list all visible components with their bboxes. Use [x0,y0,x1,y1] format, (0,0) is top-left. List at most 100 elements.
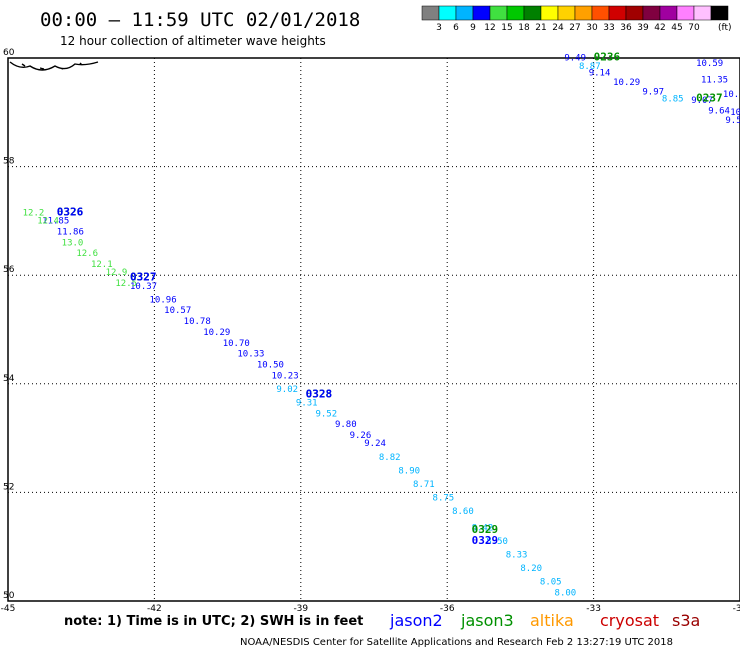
y-tick-label: 60 [3,48,15,58]
track-time-label: 0328 [306,387,333,400]
wave-height-label: 12.2 [23,208,45,218]
wave-height-label: 8.90 [398,466,420,476]
colorbar-swatch [421,5,440,21]
wave-height-label: 8.60 [452,507,474,517]
wave-height-label: 9.24 [364,439,386,449]
colorbar-swatch [557,5,576,21]
x-tick-label: -42 [147,604,162,614]
wave-height-label: 9.80 [335,420,357,430]
colorbar-swatch [591,5,610,21]
coastline [9,61,99,71]
colorbar-label: 70 [688,23,700,33]
wave-height-label: 10.50 [257,361,284,371]
wave-height-label: 8.71 [413,480,435,490]
colorbar-swatch [438,5,457,21]
track-time-label: 0327 [130,271,157,284]
legend-jason3: jason3 [460,611,514,630]
wave-height-label: 8.20 [520,564,542,574]
wave-height-label: 10.71 [730,108,740,118]
x-tick-label: -39 [293,604,308,614]
wave-height-label: 8.87 [579,62,601,72]
wave-height-label: 8.82 [379,453,401,463]
wave-height-label: 10.70 [223,339,250,349]
colorbar-label: 39 [637,23,649,33]
x-tick-label: -33 [586,604,601,614]
wave-height-label: 10.57 [164,306,191,316]
track-time-label: 0329 [472,534,499,547]
legend-jason2: jason2 [389,611,443,630]
wave-height-label: 8.33 [506,551,528,561]
track-time-label: 0327 [130,271,157,284]
colorbar-swatch [506,5,525,21]
colorbar-label: 15 [501,23,512,33]
x-tick-label: -30 [733,604,740,614]
wave-height-label: 12.9 [106,268,128,278]
colorbar-swatch [659,5,678,21]
track-time-label: 0326 [57,205,84,218]
colorbar-label: 9 [470,23,476,33]
wave-height-label: 8.00 [555,589,577,599]
track-time-label: 0329 [472,523,499,536]
wave-height-label: 11.86 [57,227,84,237]
wave-height-label: 8.75 [433,494,455,504]
wave-height-label: 12.1 [91,260,113,270]
chart-title: 00:00 – 11:59 UTC 02/01/2018 [40,9,360,31]
colorbar-label: 36 [620,23,632,33]
wave-height-label: 8.42 [472,523,494,533]
satellite-legend: jason2 jason3 altika cryosat s3a [389,611,700,630]
y-axis-ticks: 50 52 54 56 58 60 [3,48,15,601]
wave-height-label: 10.29 [203,328,230,338]
colorbar-label: 30 [586,23,598,33]
colorbar-swatch [574,5,593,21]
wave-height-label: 12.4 [37,217,59,227]
colorbar-label: 33 [603,23,614,33]
wave-height-label: 11.85 [42,217,69,227]
wave-height-label: 10.33 [237,350,264,360]
wave-height-label: 9.52 [315,409,337,419]
colorbar-swatch [472,5,491,21]
credit-line: NOAA/NESDIS Center for Satellite Applica… [240,637,673,648]
wave-height-label: 9.31 [296,399,318,409]
colorbar-swatch [608,5,627,21]
colorbar-label: 3 [436,23,442,33]
wave-height-label: 9.14 [589,68,611,78]
wave-height-label: 12.6 [76,249,98,259]
colorbar-swatch [489,5,508,21]
track-time-label: 0236 [594,51,621,64]
colorbar-label: 27 [569,23,580,33]
y-tick-label: 54 [3,374,15,384]
colorbar-label: 21 [535,23,546,33]
y-tick-label: 50 [3,591,15,601]
colorbar-swatch [523,5,542,21]
colorbar-swatch [625,5,644,21]
x-axis-ticks: -45 -42 -39 -36 -33 -30 [1,604,740,614]
footer-note: note: 1) Time is in UTC; 2) SWH is in fe… [64,614,363,629]
legend-s3a: s3a [672,611,700,630]
x-tick-label: -45 [1,604,16,614]
wave-height-label: 10.29 [613,78,640,88]
wave-height-label: 9.52 [725,116,740,126]
grid-lines [8,58,740,601]
track-time-label: 0326 [57,205,84,218]
colorbar-label: 45 [671,23,682,33]
colorbar-label: 6 [453,23,459,33]
wave-height-label: 13.0 [62,238,84,248]
colorbar-label: 18 [518,23,530,33]
colorbar: 3 6 9 12 15 18 21 24 27 30 33 36 39 42 45 70 [421,5,729,33]
wave-height-label: 10.96 [150,295,177,305]
legend-cryosat: cryosat [600,611,659,630]
plot-frame [7,57,740,602]
colorbar-swatch [676,5,695,21]
wave-height-label: 10.59 [696,59,723,69]
y-tick-label: 58 [3,157,15,167]
colorbar-label: 24 [552,23,564,33]
colorbar-swatch [455,5,474,21]
wave-height-label: 11.35 [701,75,728,85]
colorbar-swatch [693,5,712,21]
wave-height-label: 9.97 [642,87,664,97]
track-time-label: 0237 [696,91,723,104]
colorbar-label: 42 [654,23,665,33]
track-time-label: 0328 [306,387,333,400]
wave-height-label: 8.85 [662,94,684,104]
